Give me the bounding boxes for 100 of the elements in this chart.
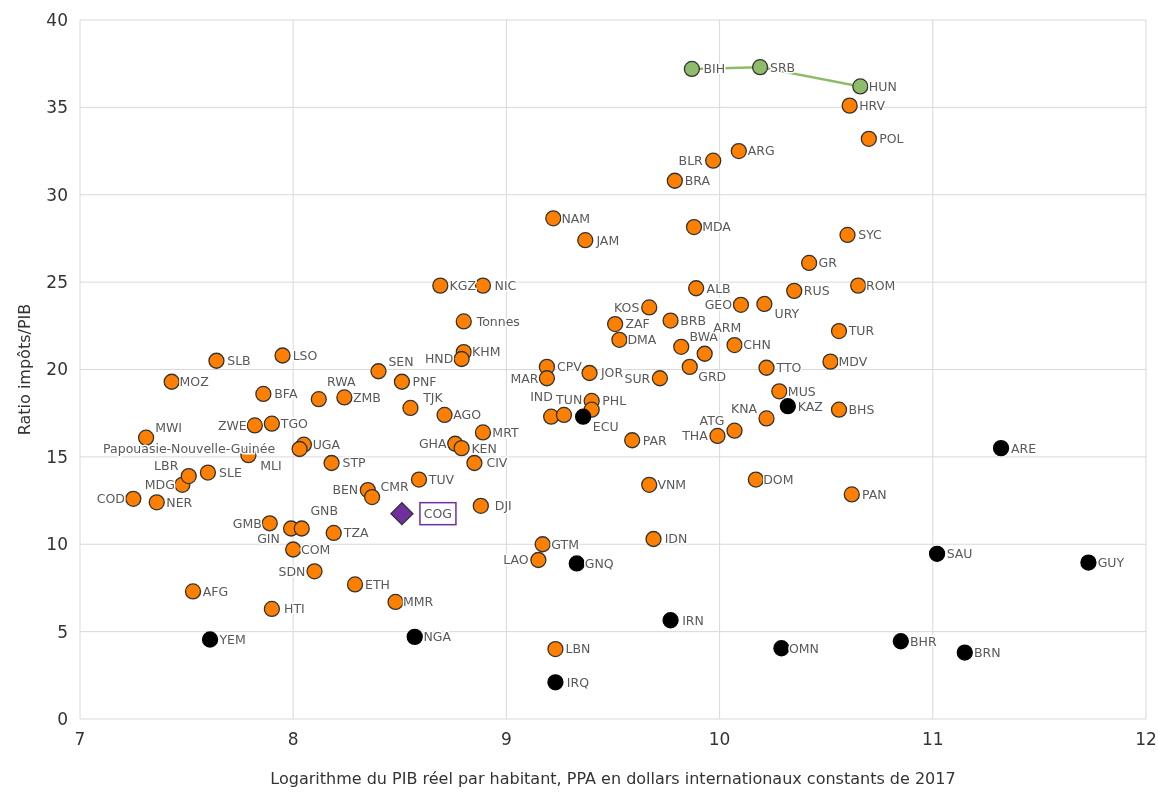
data-label: SAU	[946, 546, 973, 562]
point	[201, 631, 219, 648]
point	[956, 644, 973, 661]
data-label: NAM	[561, 210, 591, 226]
data-label: CPV	[556, 359, 583, 375]
data-label: JOR	[599, 365, 624, 381]
data-label: ARG	[747, 143, 775, 159]
data-label: SLB	[227, 353, 251, 369]
data-label: NGA	[423, 629, 452, 645]
data-label: GNQ	[584, 555, 614, 571]
data-label: MDV	[838, 354, 868, 370]
data-label: HRV	[859, 98, 886, 113]
data-label: MUS	[787, 383, 816, 399]
data-label: GNB	[310, 502, 339, 518]
y-tick-label: 30	[46, 184, 68, 205]
data-label: UGA	[312, 437, 341, 453]
point	[779, 398, 796, 415]
data-label: Papouasie-Nouvelle-Guinée	[103, 441, 276, 457]
data-label: GMB	[232, 515, 262, 531]
data-label: ETH	[365, 576, 390, 592]
y-tick-label: 20	[46, 359, 68, 380]
data-label: THA	[681, 428, 709, 444]
data-label: OMN	[788, 640, 819, 656]
point	[1080, 554, 1097, 571]
data-label: ROM	[866, 277, 896, 293]
data-label: MDG	[144, 477, 175, 493]
data-label: LSO	[292, 347, 318, 363]
point	[547, 674, 564, 691]
data-label: IDN	[664, 531, 688, 547]
data-label: TUN	[555, 392, 583, 408]
data-label: PNF	[412, 374, 437, 390]
y-tick-label: 25	[46, 272, 68, 293]
point	[683, 60, 701, 78]
data-label: CMR	[380, 479, 409, 495]
data-label: PAR	[642, 432, 667, 448]
x-tick-label: 9	[500, 729, 512, 749]
data-label: TJK	[422, 390, 444, 406]
data-label: STP	[342, 455, 367, 471]
data-label: MAR	[510, 370, 539, 386]
point	[773, 640, 790, 657]
data-label: GIN	[257, 530, 280, 546]
data-label: VNM	[657, 477, 687, 493]
x-tick-label: 11	[921, 729, 944, 749]
data-label: MLI	[260, 457, 282, 473]
data-label: TUV	[427, 471, 455, 487]
data-label: IRN	[682, 612, 704, 628]
data-label: KNA	[730, 400, 758, 416]
point	[390, 502, 414, 526]
y-axis-title: Ratio impôts/PIB	[15, 303, 34, 436]
data-label: BRN	[973, 644, 1001, 660]
data-label: COG	[423, 506, 453, 522]
data-label: COD	[96, 491, 125, 507]
data-label: SDN	[278, 563, 306, 579]
data-label: MRT	[492, 424, 519, 440]
data-label: SLE	[219, 464, 242, 480]
data-label: LAO	[503, 552, 529, 568]
data-label: GUY	[1097, 554, 1125, 570]
x-tick-label: 12	[1135, 729, 1157, 749]
data-label: MWI	[155, 420, 183, 436]
point	[568, 555, 585, 572]
data-label: COM	[301, 541, 331, 557]
data-label: GTM	[551, 536, 579, 552]
data-label: ALB	[706, 280, 731, 296]
data-label: BRB	[680, 312, 706, 328]
data-label: LBR	[154, 458, 179, 474]
point	[892, 633, 909, 650]
data-label: HTI	[284, 601, 305, 617]
data-label: GEO	[704, 297, 733, 313]
data-label: JAM	[595, 232, 620, 248]
data-label: CHN	[743, 337, 771, 353]
data-label: TGO	[279, 416, 309, 432]
data-label: SRB	[770, 59, 796, 75]
data-label: POL	[879, 131, 904, 147]
data-label: IND	[530, 389, 553, 405]
data-label: BLR	[678, 153, 704, 169]
data-label: PAN	[861, 486, 887, 502]
y-tick-label: 0	[57, 708, 68, 729]
point	[406, 628, 423, 646]
x-tick-label: 8	[287, 729, 299, 749]
data-label: GRD	[698, 369, 727, 385]
data-label: SUR	[624, 370, 651, 386]
data-label: KEN	[471, 440, 497, 456]
y-tick-label: 40	[46, 9, 68, 30]
data-label: YEM	[218, 631, 246, 647]
point	[662, 612, 679, 629]
x-tick-label: 7	[74, 729, 86, 749]
data-label: ECU	[592, 419, 619, 435]
data-label: BEN	[332, 482, 359, 498]
point	[751, 59, 769, 76]
data-label: URY	[774, 306, 800, 322]
data-label: ZWE	[217, 417, 247, 433]
point	[928, 545, 946, 563]
data-label: TUR	[847, 323, 875, 339]
data-label: Tonnes	[475, 313, 520, 329]
data-label: DOM	[763, 471, 794, 487]
y-tick-label: 35	[46, 97, 68, 118]
data-label: ZMB	[352, 389, 381, 405]
x-axis-title: Logarithme du PIB réel par habitant, PPA en dollars internationaux constants de 2017	[270, 769, 956, 788]
data-label: TTO	[775, 360, 802, 376]
data-label: NER	[166, 494, 193, 510]
